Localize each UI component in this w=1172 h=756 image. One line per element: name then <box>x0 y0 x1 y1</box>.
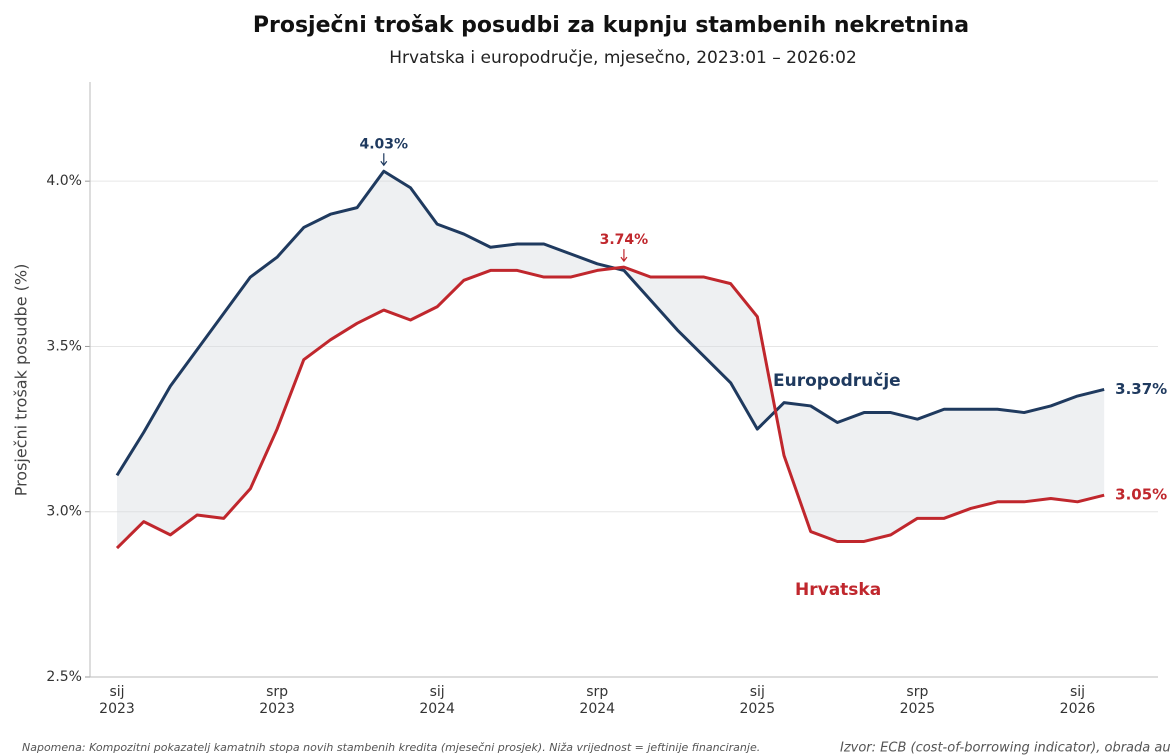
chart-title: Prosječni trošak posudbi za kupnju stamb… <box>253 13 969 38</box>
x-tick-label-line: 2023 <box>259 701 295 717</box>
x-tick-label-line: 2023 <box>99 701 135 717</box>
line-0 <box>115 169 1105 477</box>
y-tick-label: 4.0% <box>46 173 82 189</box>
y-tick-label: 3.0% <box>46 504 82 520</box>
line-1 <box>115 265 1105 550</box>
note: Napomena: Kompozitni pokazatelj kamatnih… <box>22 741 760 754</box>
x-tick-label: srp 2025 <box>900 684 936 717</box>
x-tick-label-line: 2024 <box>579 701 615 717</box>
x-tick-label: sij 2023 <box>99 684 135 717</box>
x-tick-label: srp 2024 <box>579 684 615 717</box>
x-tick-label: sij 2024 <box>419 684 455 717</box>
x-tick-label-line: sij <box>750 684 765 700</box>
x-tick-label-line: sij <box>1070 684 1085 700</box>
y-tick-label: 2.5% <box>46 669 82 685</box>
x-tick-label: srp 2023 <box>259 684 295 717</box>
x-tick-label: sij 2025 <box>739 684 775 717</box>
series-name: Europodručje <box>773 371 901 391</box>
value-label: 3.37% <box>1115 380 1167 398</box>
x-tick-label-line: srp <box>586 684 608 700</box>
gap-area <box>117 171 1105 549</box>
y-axis-label: Prosječni trošak posudbe (%) <box>12 264 31 497</box>
series-name: Hrvatska <box>795 580 881 600</box>
x-tick-label-line: 2025 <box>739 701 775 717</box>
x-tick-label-line: sij <box>430 684 445 700</box>
x-tick-label-line: 2026 <box>1060 701 1096 717</box>
source: Izvor: ECB (cost-of-borrowing indicator)… <box>840 741 1171 756</box>
x-tick-label: sij 2026 <box>1060 684 1096 717</box>
annotation-arrow <box>380 153 388 167</box>
value-label: 3.74% <box>600 232 649 248</box>
x-tick-label-line: 2025 <box>900 701 936 717</box>
chart-subtitle: Hrvatska i europodručje, mjesečno, 2023:… <box>389 48 857 68</box>
x-tick-label-line: sij <box>109 684 124 700</box>
x-tick-label-line: 2024 <box>419 701 455 717</box>
value-label: 3.05% <box>1115 486 1167 504</box>
value-label: 4.03% <box>360 136 409 152</box>
x-tick-label-line: srp <box>906 684 928 700</box>
x-tick-label-line: srp <box>266 684 288 700</box>
annotation-arrow <box>620 249 628 263</box>
y-tick-label: 3.5% <box>46 338 82 354</box>
